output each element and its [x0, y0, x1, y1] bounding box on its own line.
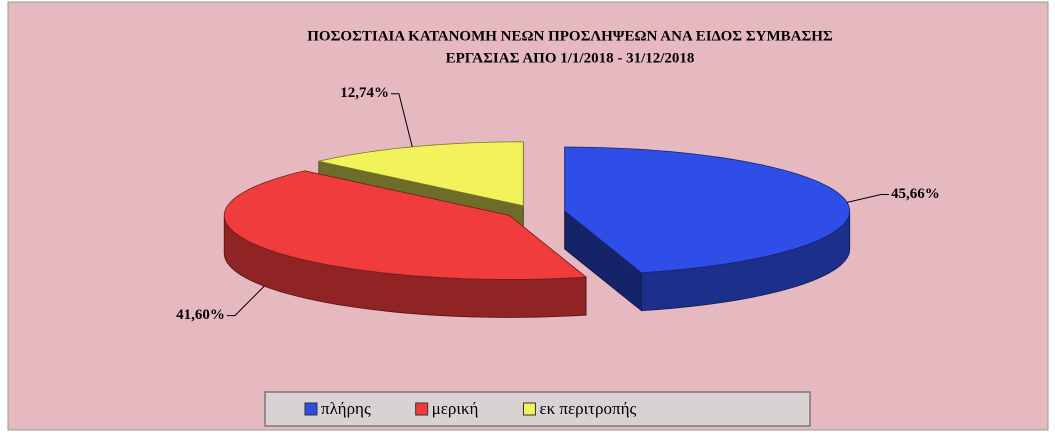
- slice-top: [318, 141, 524, 207]
- slice: [564, 146, 851, 312]
- chart-area: [7, 1, 1049, 431]
- legend-box: [264, 391, 811, 427]
- slice-top: [223, 170, 588, 280]
- legend-swatch: [522, 402, 536, 416]
- value-label: 12,74%: [340, 85, 389, 101]
- legend: πλήρης μερική εκ περιτροπής: [304, 399, 636, 418]
- legend-swatch: [415, 402, 429, 416]
- chart-title: ΠΟΣΟΣΤΙΑΙΑ ΚΑΤΑΝΟΜΗ ΝΕΩΝ ΠΡΟΣΛΗΨΕΩΝ ΑΝΑ …: [307, 28, 833, 44]
- slice: [223, 170, 588, 318]
- chart-title: ΕΡΓΑΣΙΑΣ ΑΠΟ 1/1/2018 - 31/12/2018: [446, 50, 695, 66]
- leader-line: [226, 285, 265, 317]
- pie: 12,74% 45,66% 41,60%: [176, 85, 940, 323]
- leader-line: [390, 93, 413, 147]
- legend-swatch: [304, 402, 318, 416]
- legend-label: πλήρης: [321, 399, 371, 418]
- value-label: 41,60%: [176, 307, 225, 323]
- leader-line: [846, 194, 889, 203]
- legend-label: μερική: [432, 399, 479, 418]
- legend-label: εκ περιτροπής: [539, 399, 636, 418]
- value-label: 45,66%: [891, 186, 940, 202]
